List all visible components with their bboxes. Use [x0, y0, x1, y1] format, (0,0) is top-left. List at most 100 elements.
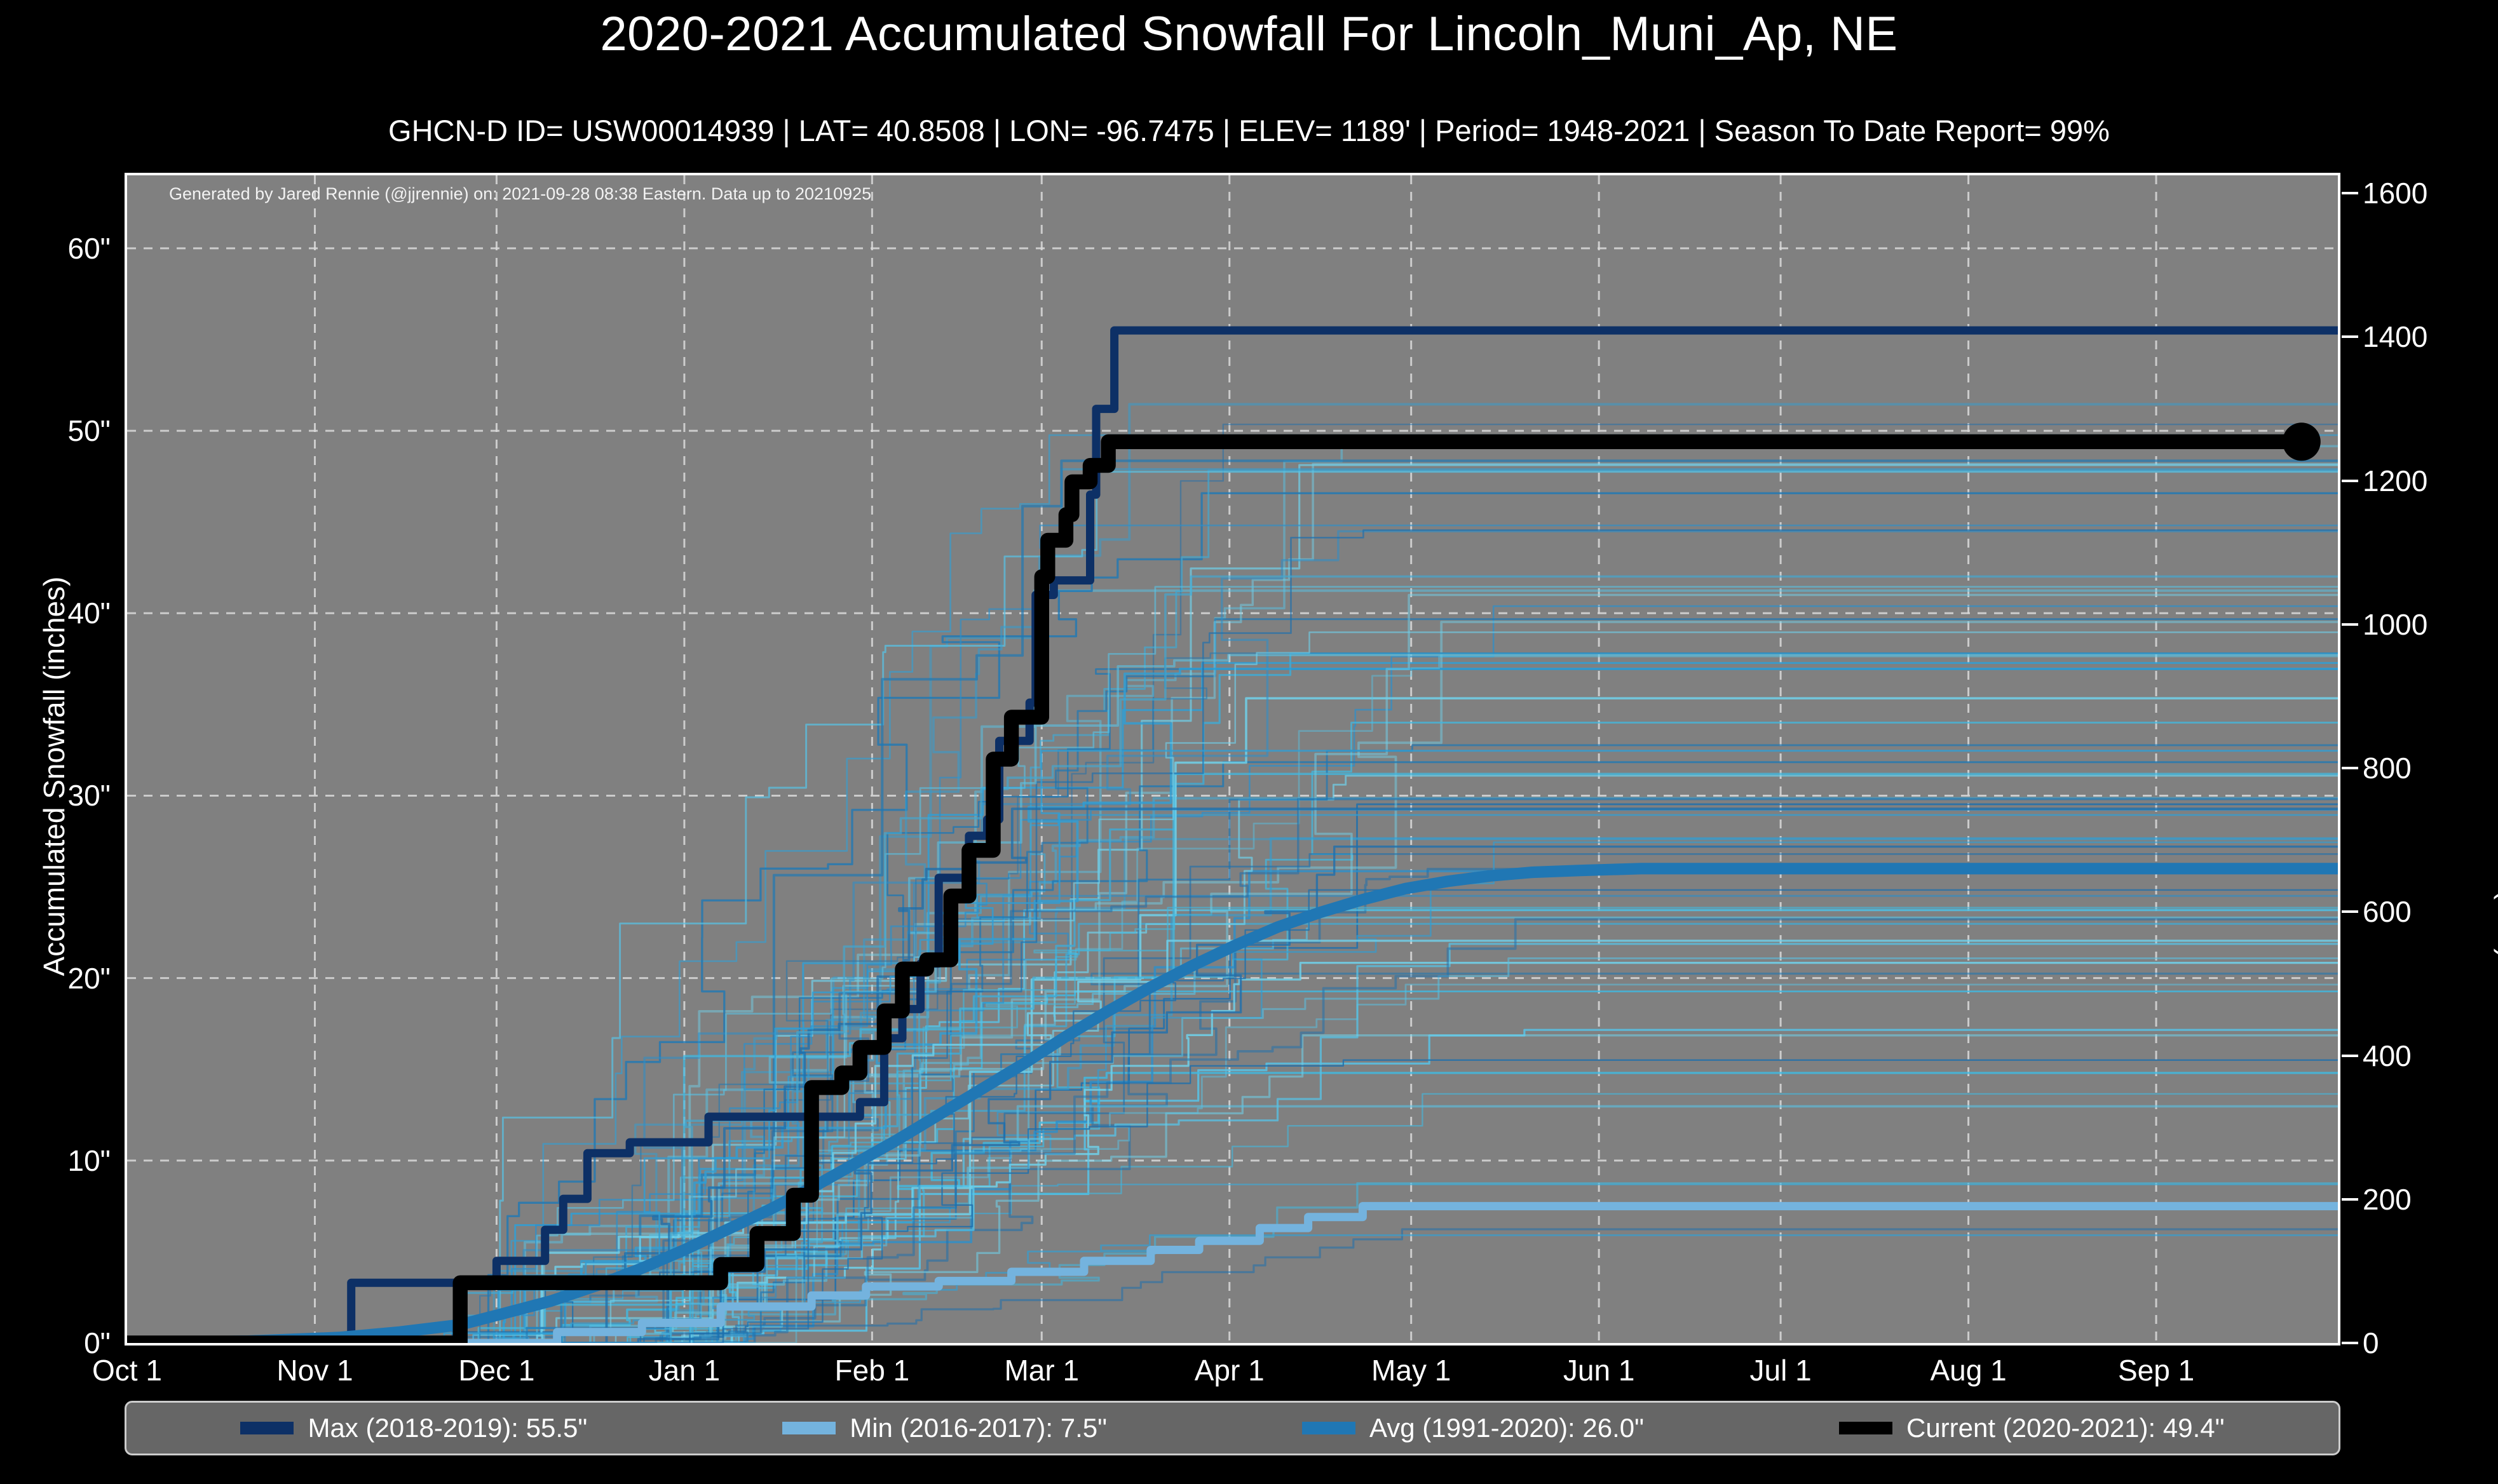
series-line-avg — [127, 863, 2338, 1343]
historical-trace — [127, 853, 2338, 1343]
historical-trace — [127, 434, 2338, 1343]
x-tick-9: Jul 1 — [1749, 1354, 1812, 1387]
x-tick-6: Apr 1 — [1194, 1354, 1265, 1387]
historical-trace — [127, 492, 2338, 1343]
historical-trace — [127, 918, 2338, 1343]
y-tick-left-3: 30" — [67, 779, 111, 813]
x-tick-4: Feb 1 — [834, 1354, 910, 1387]
series-line-current — [127, 434, 2309, 1343]
series-line-min — [127, 1202, 2338, 1343]
y-tick-mark-right-5 — [2342, 623, 2358, 626]
y-tick-right-8: 1600 — [2363, 177, 2428, 210]
series-current — [127, 422, 2321, 1343]
historical-trace — [127, 868, 2338, 1343]
chart-title: 2020-2021 Accumulated Snowfall For Linco… — [600, 7, 1898, 61]
historical-trace — [127, 468, 2338, 1343]
y-tick-right-4: 800 — [2363, 752, 2412, 785]
y-tick-left-6: 60" — [67, 231, 111, 265]
x-tick-8: Jun 1 — [1563, 1354, 1635, 1387]
y-axis-label-right: Accumulated Snowfall (mm) — [2494, 594, 2498, 959]
plot-inner — [127, 175, 2338, 1343]
y-tick-right-0: 0 — [2363, 1326, 2379, 1359]
legend-label-max: Max (2018-2019): 55.5" — [308, 1413, 588, 1443]
y-tick-right-3: 600 — [2363, 895, 2412, 929]
historical-trace — [127, 459, 2338, 1343]
historical-trace — [127, 575, 2338, 1343]
y-tick-mark-right-7 — [2342, 335, 2358, 339]
legend-swatch-max — [240, 1422, 294, 1434]
y-tick-mark-right-0 — [2342, 1342, 2358, 1344]
historical-trace — [127, 744, 2338, 1343]
y-tick-right-7: 1400 — [2363, 320, 2428, 354]
historical-trace — [127, 529, 2338, 1343]
historical-trace — [127, 962, 2338, 1343]
legend-label-current: Current (2020-2021): 49.4" — [1906, 1413, 2225, 1443]
historical-trace — [127, 464, 2338, 1343]
x-tick-2: Dec 1 — [458, 1354, 535, 1387]
credit-annotation: Generated by Jared Rennie (@jjrennie) on… — [169, 184, 872, 203]
historical-trace — [127, 798, 2338, 1343]
y-tick-right-6: 1200 — [2363, 464, 2428, 497]
y-tick-right-1: 200 — [2363, 1182, 2412, 1216]
series-line-max — [127, 326, 2338, 1343]
y-tick-mark-right-4 — [2342, 767, 2358, 770]
plot-svg — [127, 175, 2338, 1343]
historical-trace — [127, 586, 2338, 1343]
y-tick-mark-right-6 — [2342, 479, 2358, 482]
legend-item-avg[interactable]: Avg (1991-2020): 26.0" — [1301, 1413, 1645, 1443]
y-tick-mark-right-3 — [2342, 910, 2358, 914]
y-tick-right-5: 1000 — [2363, 607, 2428, 641]
x-tick-3: Jan 1 — [648, 1354, 721, 1387]
grid-lines — [127, 175, 2338, 1343]
legend-label-min: Min (2016-2017): 7.5" — [850, 1413, 1108, 1443]
x-tick-1: Nov 1 — [276, 1354, 353, 1387]
historical-trace — [127, 697, 2338, 1343]
legend-label-avg: Avg (1991-2020): 26.0" — [1369, 1413, 1645, 1443]
legend-swatch-min — [782, 1422, 836, 1434]
historical-trace — [127, 471, 2338, 1343]
legend-item-min[interactable]: Min (2016-2017): 7.5" — [782, 1413, 1107, 1443]
historical-trace — [127, 889, 2338, 1343]
historical-trace — [127, 524, 2338, 1343]
chart-legend: Max (2018-2019): 55.5" Min (2016-2017): … — [125, 1401, 2340, 1455]
y-tick-mark-right-8 — [2342, 192, 2358, 195]
x-tick-5: Mar 1 — [1004, 1354, 1080, 1387]
y-axis-label-left: Accumulated Snowfall (inches) — [37, 576, 71, 976]
series-max — [127, 326, 2338, 1343]
historical-trace — [127, 1228, 2338, 1343]
chart-subtitle: GHCN-D ID= USW00014939 | LAT= 40.8508 | … — [388, 114, 2110, 147]
historical-trace — [127, 772, 2338, 1343]
historical-trace — [127, 652, 2338, 1343]
y-tick-left-0: 0" — [84, 1326, 111, 1359]
y-tick-mark-right-1 — [2342, 1197, 2358, 1201]
y-tick-left-2: 20" — [67, 961, 111, 995]
historical-trace — [127, 846, 2338, 1343]
current-end-marker — [2282, 422, 2321, 461]
series-min — [127, 1202, 2338, 1343]
historical-trace — [127, 469, 2338, 1343]
y-tick-left-4: 40" — [67, 597, 111, 630]
plot-area: Generated by Jared Rennie (@jjrennie) on… — [125, 173, 2340, 1346]
legend-swatch-avg — [1301, 1422, 1355, 1434]
series-avg — [127, 863, 2338, 1343]
historical-trace — [127, 621, 2338, 1343]
y-tick-left-5: 50" — [67, 414, 111, 448]
historical-trace — [127, 1234, 2338, 1343]
x-tick-0: Oct 1 — [92, 1354, 162, 1387]
historical-trace — [127, 837, 2338, 1343]
historical-trace — [127, 593, 2338, 1343]
x-tick-11: Sep 1 — [2117, 1354, 2195, 1387]
y-tick-left-1: 10" — [67, 1143, 111, 1177]
historical-trace — [127, 983, 2338, 1343]
x-tick-10: Aug 1 — [1930, 1354, 2007, 1387]
historical-trace — [127, 807, 2338, 1343]
legend-item-max[interactable]: Max (2018-2019): 55.5" — [240, 1413, 587, 1443]
legend-swatch-current — [1838, 1422, 1892, 1434]
y-tick-right-2: 400 — [2363, 1039, 2412, 1072]
y-tick-mark-right-2 — [2342, 1054, 2358, 1057]
historical-trace — [127, 940, 2338, 1343]
historical-trace — [127, 662, 2338, 1343]
historical-trace — [127, 922, 2338, 1343]
legend-item-current[interactable]: Current (2020-2021): 49.4" — [1838, 1413, 2225, 1443]
